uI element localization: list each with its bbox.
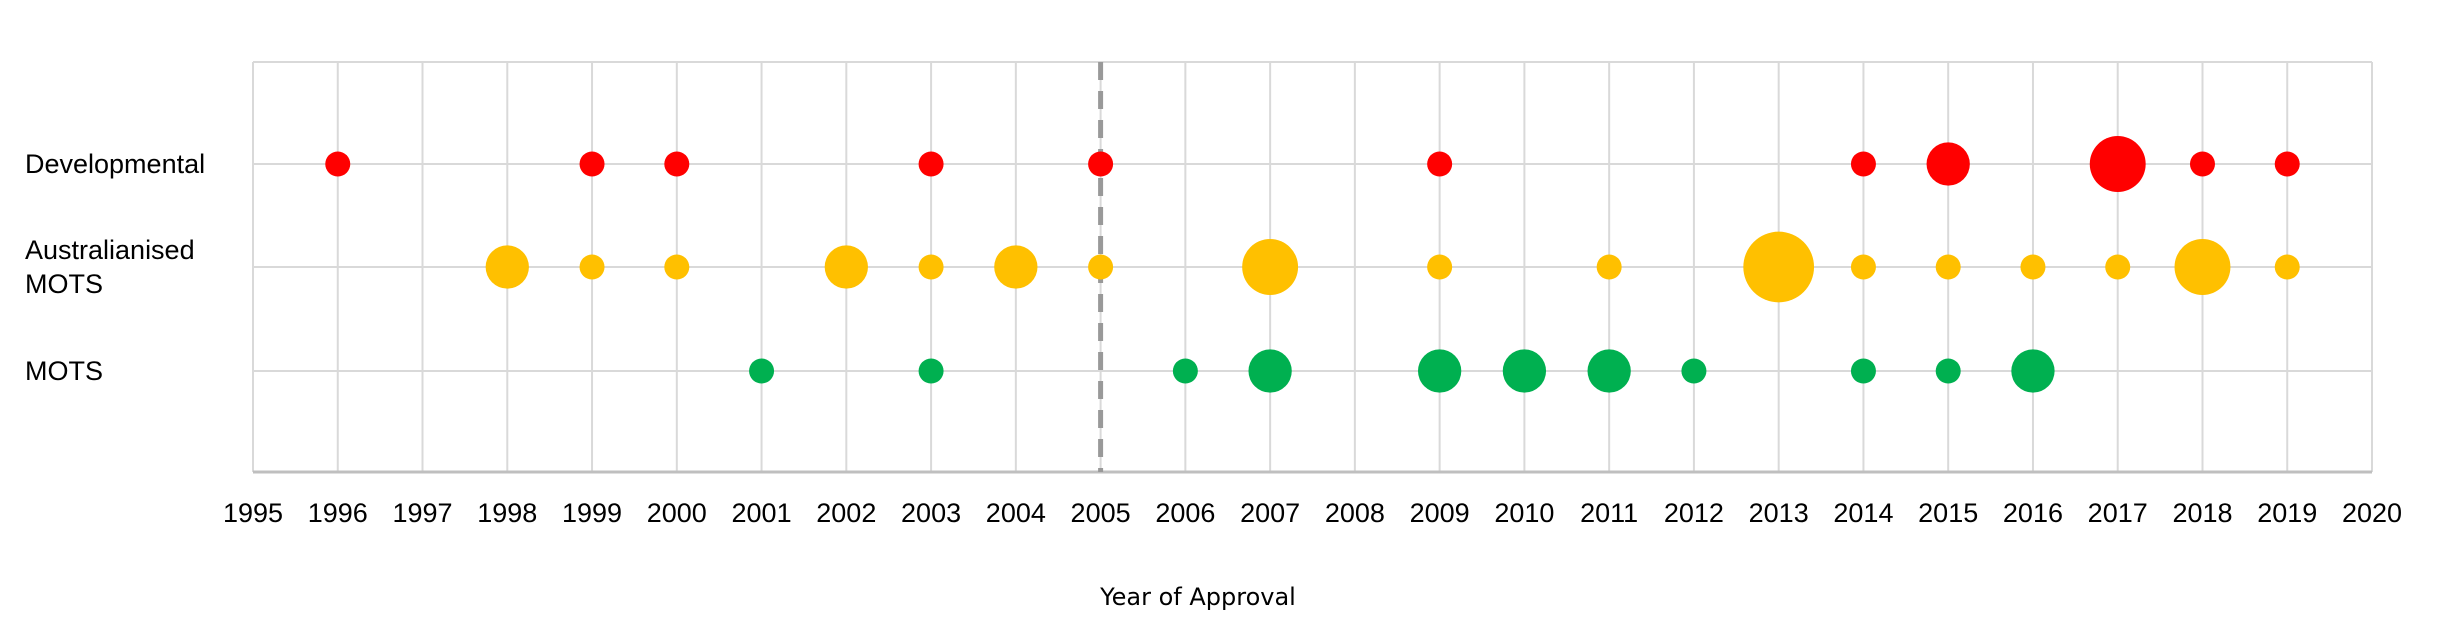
bubble-0-2000	[664, 152, 689, 177]
bubble-2-2015	[1936, 359, 1961, 384]
bubble-1-2013	[1743, 232, 1814, 303]
x-tick-label: 2007	[1240, 498, 1300, 528]
bubble-1-1999	[580, 255, 605, 280]
x-tick-label: 2001	[732, 498, 792, 528]
x-tick-label: 2013	[1749, 498, 1809, 528]
bubble-0-2003	[919, 152, 944, 177]
x-tick-label: 2000	[647, 498, 707, 528]
bubble-2-2006	[1173, 359, 1198, 384]
bubble-1-2002	[825, 245, 868, 288]
bubble-2-2007	[1248, 349, 1291, 392]
x-tick-label: 2006	[1155, 498, 1215, 528]
x-tick-label: 2004	[986, 498, 1046, 528]
x-tick-label: 1996	[308, 498, 368, 528]
category-label: MOTS	[25, 269, 103, 299]
x-tick-label: 2005	[1071, 498, 1131, 528]
bubble-2-2010	[1503, 349, 1546, 392]
bubble-1-1998	[486, 245, 529, 288]
x-tick-label: 2002	[816, 498, 876, 528]
bubble-1-2004	[994, 245, 1037, 288]
bubble-2-2011	[1588, 349, 1631, 392]
bubble-1-2005	[1088, 255, 1113, 280]
bubble-1-2000	[664, 255, 689, 280]
x-tick-label: 2020	[2342, 498, 2402, 528]
bubble-2-2016	[2011, 349, 2054, 392]
category-label: Australianised	[25, 235, 195, 265]
bubble-0-1999	[580, 152, 605, 177]
bubble-1-2016	[2020, 255, 2045, 280]
bubble-2-2014	[1851, 359, 1876, 384]
x-tick-label: 2012	[1664, 498, 1724, 528]
bubble-1-2018	[2175, 239, 2231, 295]
bubble-1-2003	[919, 255, 944, 280]
x-tick-label: 1998	[477, 498, 537, 528]
x-tick-label: 2009	[1410, 498, 1470, 528]
x-tick-label: 2015	[1918, 498, 1978, 528]
x-tick-label: 1995	[223, 498, 283, 528]
bubble-0-2005	[1088, 152, 1113, 177]
x-tick-label: 2018	[2172, 498, 2232, 528]
bubble-2-2009	[1418, 349, 1461, 392]
bubble-0-2015	[1927, 142, 1970, 185]
x-axis-title: Year of Approval	[1099, 583, 1296, 611]
bubble-2-2003	[919, 359, 944, 384]
x-tick-label: 2008	[1325, 498, 1385, 528]
bubble-0-1996	[325, 152, 350, 177]
x-tick-label: 2011	[1580, 498, 1638, 528]
x-tick-label: 2014	[1833, 498, 1893, 528]
bubble-1-2015	[1936, 255, 1961, 280]
bubble-0-2019	[2275, 152, 2300, 177]
bubble-1-2011	[1597, 255, 1622, 280]
category-label: Developmental	[25, 149, 205, 179]
x-tick-label: 1997	[392, 498, 452, 528]
bubble-1-2017	[2105, 255, 2130, 280]
x-tick-label: 2003	[901, 498, 961, 528]
bubble-1-2019	[2275, 255, 2300, 280]
bubble-0-2009	[1427, 152, 1452, 177]
x-tick-label: 2010	[1494, 498, 1554, 528]
x-tick-label: 2019	[2257, 498, 2317, 528]
bubble-0-2018	[2190, 152, 2215, 177]
bubble-2-2012	[1681, 359, 1706, 384]
bubble-0-2014	[1851, 152, 1876, 177]
bubble-1-2014	[1851, 255, 1876, 280]
category-label: MOTS	[25, 356, 103, 386]
bubble-2-2001	[749, 359, 774, 384]
bubble-0-2017	[2090, 136, 2146, 192]
x-tick-label: 2016	[2003, 498, 2063, 528]
x-tick-label: 2017	[2088, 498, 2148, 528]
bubble-1-2007	[1242, 239, 1298, 295]
bubble-1-2009	[1427, 255, 1452, 280]
x-tick-label: 1999	[562, 498, 622, 528]
